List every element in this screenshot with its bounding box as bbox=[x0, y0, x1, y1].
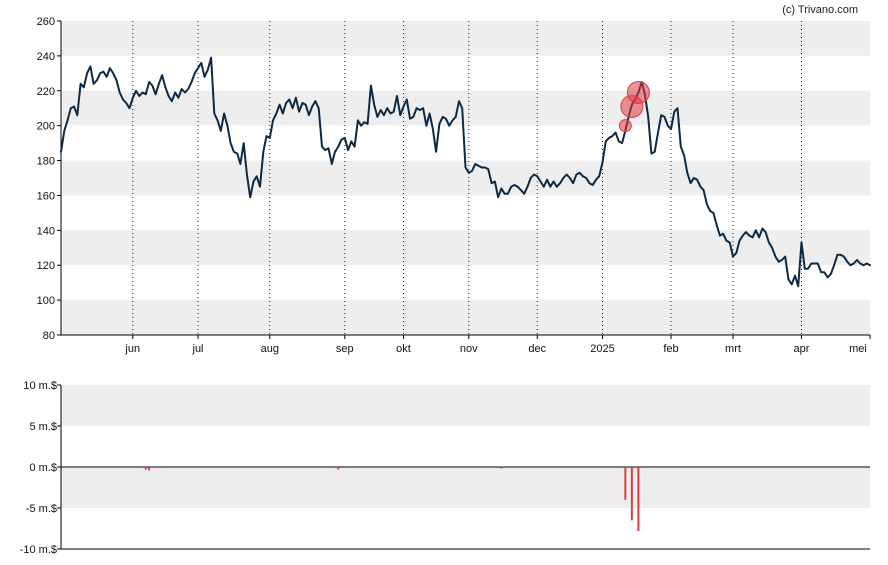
x-tick-label: jul bbox=[192, 343, 204, 355]
x-tick-label: okt bbox=[396, 343, 411, 355]
grid-band bbox=[61, 467, 870, 508]
y-tick-label: 10 m.$ bbox=[23, 380, 57, 392]
trade-bar bbox=[337, 467, 340, 470]
x-tick-label: aug bbox=[261, 343, 279, 355]
grid-band bbox=[61, 230, 870, 266]
y-tick-label: 260 bbox=[37, 16, 55, 28]
trade-bar bbox=[500, 467, 503, 469]
y-tick-label: 5 m.$ bbox=[29, 421, 57, 433]
y-tick-label: 220 bbox=[37, 86, 55, 98]
grid-band bbox=[61, 508, 870, 549]
trade-bar bbox=[144, 467, 147, 470]
trade-bar bbox=[637, 467, 640, 531]
grid-band bbox=[61, 195, 870, 231]
x-tick-label: nov bbox=[460, 343, 478, 355]
y-tick-label: -10 m.$ bbox=[20, 544, 57, 556]
credit-text: (c) Trivano.com bbox=[782, 4, 858, 16]
x-tick-label: dec bbox=[528, 343, 546, 355]
volume-chart: 10 m.$ 5 m.$ 0 m.$ -5 m.$ -10 m.$ bbox=[20, 380, 870, 556]
trade-bar bbox=[624, 467, 627, 500]
grid-band bbox=[61, 90, 870, 126]
y-tick-label: 180 bbox=[37, 156, 55, 168]
y-tick-label: -5 m.$ bbox=[26, 503, 57, 515]
trade-bar bbox=[630, 467, 633, 521]
x-tick-label: apr bbox=[794, 343, 810, 355]
price-chart: 260 240 220 200 180 160 140 120 100 80 jun jul aug se… bbox=[37, 16, 871, 355]
grid-band bbox=[61, 55, 870, 91]
y-tick-label: 200 bbox=[37, 121, 55, 133]
grid-band bbox=[61, 21, 870, 56]
y-tick-label: 0 m.$ bbox=[29, 462, 57, 474]
x-tick-label: sep bbox=[336, 343, 354, 355]
y-tick-label: 100 bbox=[37, 295, 55, 307]
trade-marker bbox=[618, 119, 632, 133]
grid-band bbox=[61, 265, 870, 301]
x-tick-label: jun bbox=[124, 343, 140, 355]
trade-marker bbox=[626, 81, 650, 105]
y-tick-label: 160 bbox=[37, 190, 55, 202]
x-tick-label: mei bbox=[849, 343, 867, 355]
y-tick-label: 120 bbox=[37, 260, 55, 272]
x-tick-label: 2025 bbox=[590, 343, 614, 355]
trade-bar bbox=[148, 467, 151, 471]
x-tick-label: feb bbox=[663, 343, 678, 355]
y-tick-label: 80 bbox=[43, 330, 55, 342]
x-tick-label: mrt bbox=[725, 343, 741, 355]
grid-band bbox=[61, 426, 870, 467]
y-tick-label: 140 bbox=[37, 225, 55, 237]
grid-band bbox=[61, 300, 870, 335]
grid-band bbox=[61, 385, 870, 426]
y-tick-label: 240 bbox=[37, 51, 55, 63]
price-line bbox=[60, 56, 871, 288]
